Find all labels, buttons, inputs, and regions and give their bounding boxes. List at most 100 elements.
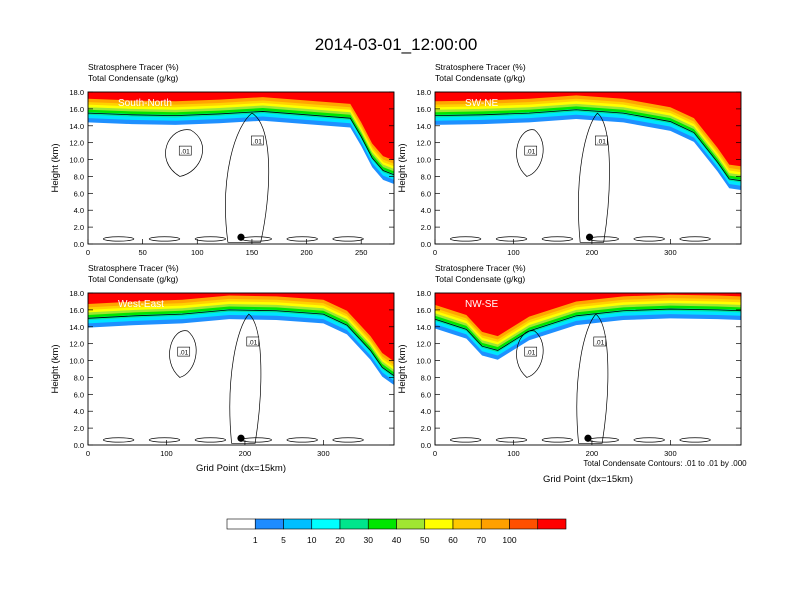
y-tick-label: 8.0	[74, 172, 84, 181]
y-tick-label: 2.0	[74, 424, 84, 433]
condensate-contour	[541, 236, 574, 242]
figure-title: 2014-03-01_12:00:00	[315, 35, 478, 54]
x-tick-label: 200	[300, 248, 313, 257]
midlevel-contour	[516, 129, 544, 177]
x-tick-label: 200	[239, 449, 252, 458]
y-tick-label: 0.0	[74, 441, 84, 450]
y-axis-label: Height (km)	[50, 143, 61, 192]
section-label: NW-SE	[465, 299, 498, 310]
colorbar-swatch	[396, 518, 426, 530]
contour-label-box	[524, 346, 538, 357]
tropopause-contour	[88, 111, 394, 176]
contour-label-box	[593, 336, 607, 347]
section-label: SW-NE	[465, 98, 498, 109]
y-tick-label: 0.0	[74, 240, 84, 249]
section-label: South-North	[118, 98, 172, 109]
colorbar-swatch	[254, 518, 284, 530]
y-tick-label: 4.0	[421, 206, 431, 215]
condensate-contour	[449, 236, 482, 242]
contour-label: .01	[248, 339, 257, 346]
convective-contour	[578, 112, 610, 243]
panel-heading-tracer: Stratosphere Tracer (%)	[88, 263, 179, 273]
y-tick-label: 10.0	[69, 156, 84, 165]
condensate-contour	[633, 236, 665, 242]
condensate-contour	[286, 236, 318, 242]
colorbar-swatch	[424, 518, 454, 530]
y-tick-label: 2.0	[74, 223, 84, 232]
location-marker	[237, 233, 245, 241]
y-tick-label: 10.0	[69, 357, 84, 366]
condensate-contours	[449, 313, 711, 444]
plot-frame	[87, 91, 395, 245]
tracer-band-3	[88, 92, 394, 174]
panel-heading-tracer: Stratosphere Tracer (%)	[88, 62, 179, 72]
tracer-band-8	[88, 92, 394, 161]
panel-heading-condensate: Total Condensate (g/kg)	[435, 274, 525, 284]
y-tick-label: 18.0	[69, 289, 84, 298]
tropopause-contour	[435, 308, 741, 351]
plot-frame	[434, 91, 742, 245]
x-tick-label: 100	[160, 449, 173, 458]
tracer-shading	[435, 293, 741, 360]
contour-note: Total Condensate Contours: .01 to .01 by…	[583, 459, 747, 468]
panel-sw-ne: Stratosphere Tracer (%)Total Condensate …	[397, 62, 742, 257]
x-tick-label: 200	[586, 248, 599, 257]
y-tick-label: 16.0	[416, 306, 431, 315]
tracer-shading	[435, 92, 741, 190]
y-tick-label: 16.0	[69, 105, 84, 114]
x-axis-label: Grid Point (dx=15km)	[196, 463, 286, 474]
y-tick-label: 10.0	[416, 156, 431, 165]
panel-heading-tracer: Stratosphere Tracer (%)	[435, 62, 526, 72]
x-tick-label: 0	[86, 449, 90, 458]
panel-west-east: Stratosphere Tracer (%)Total Condensate …	[50, 263, 395, 474]
colorbar-swatch	[339, 518, 369, 530]
y-tick-label: 4.0	[74, 206, 84, 215]
tracer-band-4	[88, 92, 394, 172]
midlevel-contour	[165, 129, 203, 177]
midlevel-contour	[516, 330, 544, 378]
y-tick-label: 8.0	[421, 373, 431, 382]
contour-label: .01	[595, 339, 604, 346]
midlevel-contour	[169, 330, 197, 378]
colorbar-swatch	[480, 518, 510, 530]
y-tick-label: 8.0	[421, 172, 431, 181]
panel-heading-condensate: Total Condensate (g/kg)	[435, 73, 525, 83]
y-tick-label: 6.0	[421, 390, 431, 399]
y-tick-label: 12.0	[69, 340, 84, 349]
condensate-contour	[148, 437, 181, 443]
colorbar: 1 5 10 20 30 40 50 60 70 100	[226, 518, 567, 545]
contour-label: .01	[181, 149, 190, 156]
colorbar-swatch	[283, 518, 313, 530]
x-tick-label: 250	[355, 248, 368, 257]
condensate-contour	[633, 437, 665, 443]
x-axis-label: Grid Point (dx=15km)	[543, 474, 633, 485]
condensate-contours	[449, 112, 711, 243]
y-axis-label: Height (km)	[397, 143, 408, 192]
tracer-band-8	[88, 293, 394, 362]
contour-label: .01	[526, 149, 535, 156]
condensate-contour	[495, 437, 528, 443]
colorbar-label: 40	[392, 535, 402, 545]
condensate-contour	[587, 437, 619, 443]
colorbar-label: 20	[335, 535, 345, 545]
y-tick-label: 14.0	[69, 122, 84, 131]
x-tick-label: 0	[86, 248, 90, 257]
colorbar-label: 5	[281, 535, 286, 545]
condensate-contour	[449, 437, 482, 443]
y-tick-label: 8.0	[74, 373, 84, 382]
tracer-shading	[88, 293, 394, 386]
location-marker	[585, 233, 594, 241]
tracer-band-8	[435, 92, 741, 167]
contour-label-box	[251, 135, 264, 146]
condensate-contour	[194, 437, 227, 443]
contour-label: .01	[179, 350, 188, 357]
x-tick-label: 100	[507, 248, 520, 257]
condensate-contour	[286, 437, 318, 443]
condensate-contour	[194, 236, 227, 242]
condensate-contours	[102, 313, 364, 444]
x-tick-label: 300	[317, 449, 330, 458]
y-tick-label: 6.0	[74, 189, 84, 198]
y-tick-label: 12.0	[416, 340, 431, 349]
y-axis-label: Height (km)	[397, 344, 408, 393]
